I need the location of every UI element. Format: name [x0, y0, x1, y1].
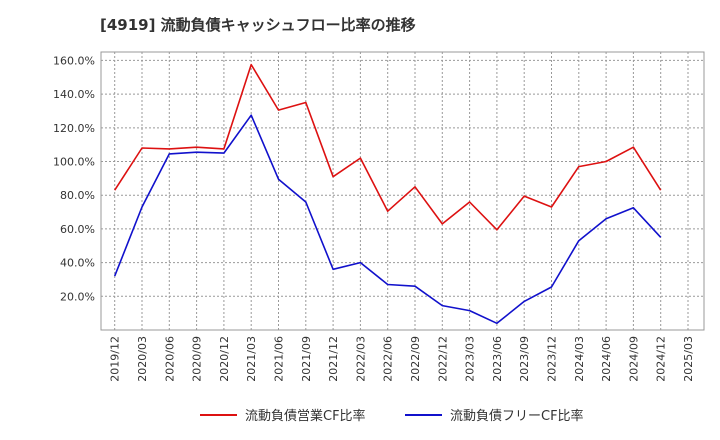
- series-lines: [113, 63, 662, 325]
- x-tick-label: 2021/03: [245, 336, 258, 382]
- x-tick-label: 2024/12: [655, 336, 668, 382]
- series-line-2: [113, 114, 662, 325]
- legend: 流動負債営業CF比率 流動負債フリーCF比率: [200, 408, 584, 424]
- x-tick-label: 2021/06: [273, 336, 286, 382]
- legend-label-2: 流動負債フリーCF比率: [450, 408, 584, 424]
- x-tick-label: 2023/03: [464, 336, 477, 382]
- y-tick-label: 40.0%: [60, 257, 95, 270]
- x-tick-label: 2025/03: [682, 336, 695, 382]
- y-tick-label: 80.0%: [60, 189, 95, 202]
- x-tick-label: 2024/09: [627, 336, 640, 382]
- y-tick-label: 160.0%: [53, 54, 95, 67]
- y-axis-ticks: 20.0% 40.0% 60.0% 80.0% 100.0% 120.0% 140.0% 16…: [53, 54, 95, 303]
- y-tick-label: 120.0%: [53, 122, 95, 135]
- x-tick-label: 2022/06: [382, 336, 395, 382]
- legend-label-1: 流動負債営業CF比率: [245, 408, 366, 424]
- x-tick-label: 2021/12: [327, 336, 340, 382]
- x-tick-label: 2020/03: [136, 336, 149, 382]
- y-tick-label: 100.0%: [53, 156, 95, 169]
- plot-area-border: [100, 51, 705, 331]
- x-tick-label: 2022/12: [436, 336, 449, 382]
- x-tick-label: 2023/12: [546, 336, 559, 382]
- x-tick-label: 2024/06: [600, 336, 613, 382]
- y-tick-label: 60.0%: [60, 223, 95, 236]
- y-tick-label: 140.0%: [53, 88, 95, 101]
- x-tick-label: 2024/03: [573, 336, 586, 382]
- x-tick-label: 2020/06: [163, 336, 176, 382]
- x-tick-label: 2022/09: [409, 336, 422, 382]
- x-tick-label: 2020/12: [218, 336, 231, 382]
- x-tick-label: 2023/06: [491, 336, 504, 382]
- chart-title: [4919] 流動負債キャッシュフロー比率の推移: [100, 16, 416, 34]
- x-tick-label: 2019/12: [109, 336, 122, 382]
- x-tick-label: 2021/09: [300, 336, 313, 382]
- x-tick-label: 2020/09: [191, 336, 204, 382]
- x-axis-ticks: 2019/12 2020/03 2020/06 2020/09 2020/12 2021/…: [109, 336, 695, 382]
- x-tick-label: 2023/09: [518, 336, 531, 382]
- y-tick-label: 20.0%: [60, 290, 95, 303]
- x-tick-label: 2022/03: [354, 336, 367, 382]
- series-line-1: [114, 63, 662, 231]
- grid-lines: [101, 52, 704, 330]
